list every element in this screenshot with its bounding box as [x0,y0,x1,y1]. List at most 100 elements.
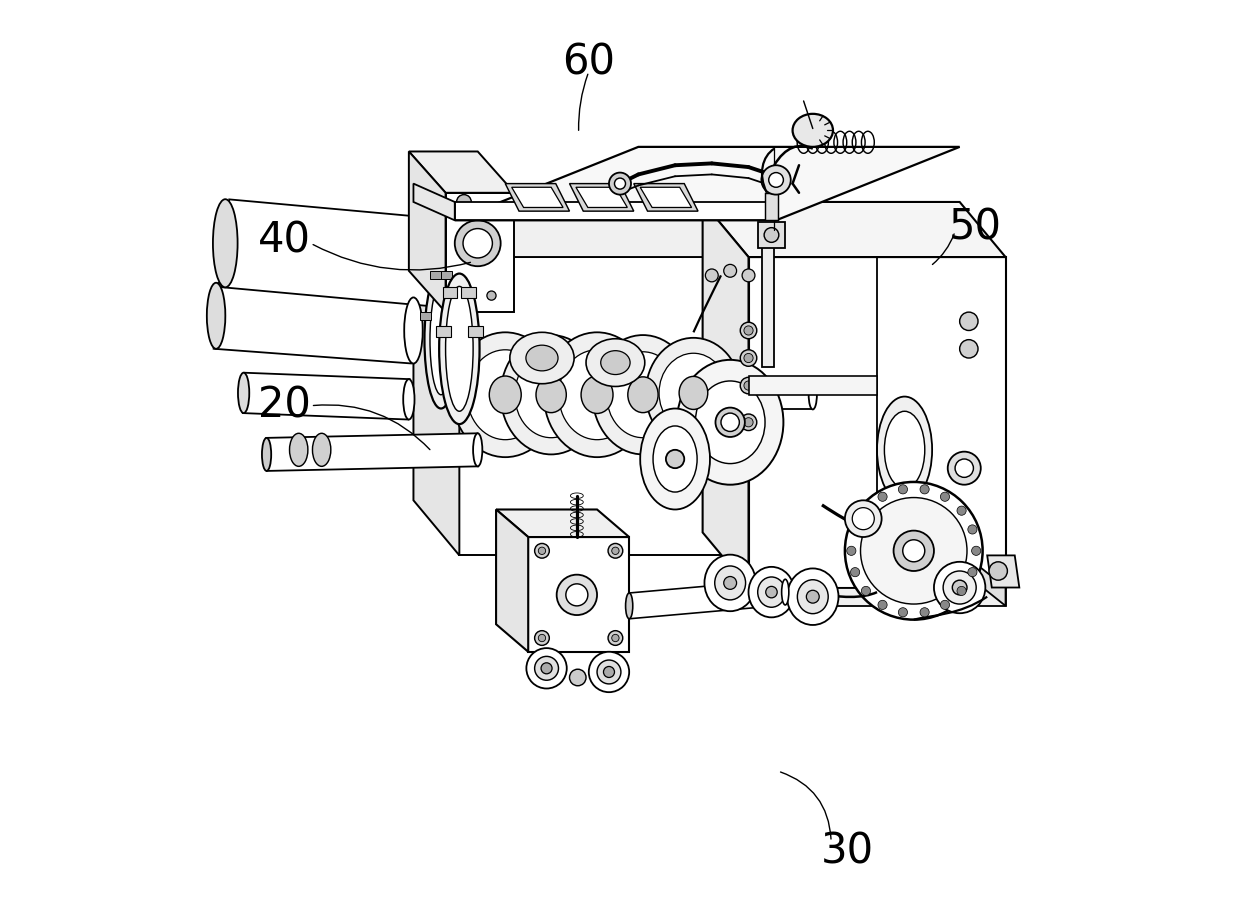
Polygon shape [443,287,458,298]
Circle shape [706,269,718,282]
Circle shape [565,584,588,606]
Ellipse shape [439,274,480,424]
Circle shape [940,600,950,610]
Polygon shape [703,202,749,588]
Circle shape [608,631,622,645]
Ellipse shape [424,271,458,409]
Ellipse shape [792,114,833,147]
Polygon shape [451,312,463,319]
Ellipse shape [787,568,838,625]
Circle shape [898,485,908,494]
Polygon shape [409,151,515,193]
Ellipse shape [888,507,921,558]
Ellipse shape [877,397,932,503]
Ellipse shape [238,373,249,413]
Circle shape [960,340,978,358]
Ellipse shape [861,498,967,604]
Polygon shape [445,193,515,312]
Ellipse shape [680,376,708,409]
Polygon shape [441,272,453,279]
Ellipse shape [515,352,588,438]
Polygon shape [413,202,749,257]
Circle shape [957,587,966,596]
Ellipse shape [544,332,650,457]
Circle shape [903,540,925,562]
Ellipse shape [213,199,238,287]
Ellipse shape [593,335,693,454]
Circle shape [456,195,471,209]
Polygon shape [703,202,1006,257]
Circle shape [538,547,546,554]
Polygon shape [461,287,476,298]
Circle shape [534,543,549,558]
Ellipse shape [653,426,697,492]
Circle shape [463,229,492,258]
Polygon shape [512,187,563,207]
Ellipse shape [660,353,728,432]
Ellipse shape [312,433,331,466]
Circle shape [744,381,753,390]
Circle shape [720,413,739,431]
Circle shape [615,178,625,189]
Ellipse shape [714,566,745,599]
Polygon shape [575,187,627,207]
Circle shape [851,525,859,534]
Polygon shape [496,509,528,652]
Ellipse shape [430,285,453,395]
Ellipse shape [606,352,680,438]
Polygon shape [459,257,749,555]
Circle shape [920,485,929,494]
Polygon shape [749,376,877,395]
Polygon shape [464,380,812,409]
Polygon shape [569,184,634,211]
Polygon shape [455,202,776,220]
Circle shape [744,326,753,335]
Ellipse shape [474,433,482,466]
Ellipse shape [501,335,601,454]
Circle shape [742,269,755,282]
Text: 60: 60 [562,41,615,84]
Circle shape [957,506,966,515]
Circle shape [609,173,631,195]
Ellipse shape [510,332,574,384]
Polygon shape [765,193,777,220]
Polygon shape [528,537,629,652]
Ellipse shape [640,409,711,509]
Polygon shape [267,433,479,471]
Polygon shape [960,551,1006,606]
Polygon shape [634,184,698,211]
Ellipse shape [262,438,272,471]
Polygon shape [763,230,774,367]
Ellipse shape [453,332,558,457]
Ellipse shape [526,648,567,688]
Text: 40: 40 [258,219,311,262]
Polygon shape [420,312,432,319]
Polygon shape [221,199,481,310]
Circle shape [744,418,753,427]
Ellipse shape [460,380,467,409]
Circle shape [955,459,973,477]
Text: 50: 50 [949,207,1002,249]
Polygon shape [987,555,1019,588]
Ellipse shape [490,376,521,413]
Circle shape [862,506,870,515]
Circle shape [604,666,615,677]
Circle shape [740,414,756,431]
Ellipse shape [465,222,490,310]
Circle shape [487,291,496,300]
Circle shape [744,353,753,363]
Ellipse shape [600,351,630,375]
Circle shape [894,531,934,571]
Circle shape [968,525,977,534]
Polygon shape [640,187,692,207]
Ellipse shape [403,379,414,420]
Ellipse shape [456,230,471,300]
Polygon shape [505,184,569,211]
Ellipse shape [559,350,635,440]
Circle shape [666,450,684,468]
Circle shape [972,546,981,555]
Polygon shape [430,272,441,279]
Ellipse shape [797,580,828,613]
Circle shape [611,547,619,554]
Ellipse shape [844,482,982,620]
